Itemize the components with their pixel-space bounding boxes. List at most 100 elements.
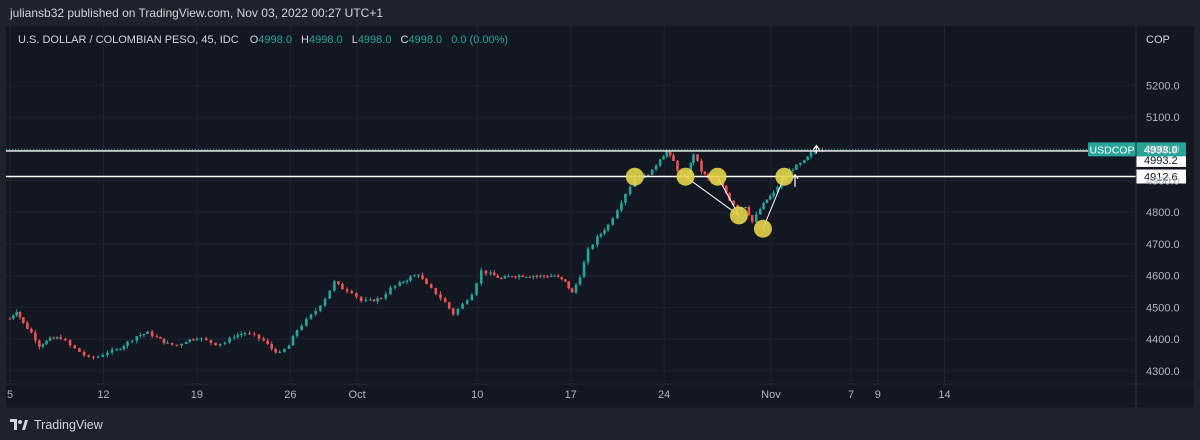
candle [287, 344, 291, 349]
candle [314, 308, 318, 316]
candle [747, 205, 751, 217]
candle [532, 275, 535, 280]
candle [345, 287, 349, 294]
candle [799, 162, 802, 167]
x-tick-label: Nov [761, 389, 781, 401]
candle [106, 350, 109, 358]
candle [535, 274, 539, 279]
candle [159, 336, 162, 339]
candle [283, 348, 286, 353]
price-axis[interactable]: 5200.0 5100.0 5000.0 4900.0 4800.0 4700.0 4600… [1135, 26, 1180, 407]
tradingview-wordmark: TradingView [34, 418, 103, 432]
candle [22, 317, 25, 325]
candle [180, 343, 183, 348]
candle [155, 333, 159, 338]
pattern-drawing [625, 144, 820, 238]
chart-area[interactable]: 4993.2 4912.6 USDCOP 4998.0 5200.0 5100.0 500… [6, 26, 1194, 407]
candle [87, 354, 91, 359]
x-tick-label: 9 [875, 389, 881, 401]
candle [676, 160, 679, 173]
tradingview-logo[interactable]: TradingView [10, 418, 103, 432]
candle [434, 287, 438, 295]
price-chart[interactable]: 4993.2 4912.6 USDCOP 4998.0 5200.0 5100.0 500… [6, 26, 1194, 407]
candle [732, 200, 735, 206]
candle [768, 194, 772, 201]
legend-close-label: C [401, 34, 409, 46]
candle [122, 344, 126, 352]
x-tick-label: 14 [938, 389, 950, 401]
candle [204, 336, 208, 341]
candle [175, 344, 179, 347]
pattern-line [762, 176, 785, 229]
candle [110, 346, 114, 356]
candle [52, 336, 55, 339]
candle [405, 279, 409, 285]
candle [170, 342, 174, 346]
candle [96, 355, 100, 359]
candle [92, 355, 95, 360]
level-label: 4993.2 [1144, 155, 1178, 167]
candle [328, 290, 332, 299]
candle [350, 289, 354, 294]
candle [429, 283, 433, 289]
candle [274, 347, 277, 354]
candle [195, 336, 199, 342]
candle [68, 339, 72, 348]
x-tick-label: 17 [565, 389, 577, 401]
legend-high-label: H [301, 34, 309, 46]
y-tick-label: 4500.0 [1146, 302, 1180, 314]
time-axis[interactable]: 5 12 19 26 Oct 10 17 24 Nov 7 9 14 [6, 383, 1194, 401]
candle [549, 273, 553, 278]
candle [417, 274, 420, 278]
candle [309, 313, 313, 320]
svg-text:U.S. DOLLAR / COLOMBIAN PESO,: U.S. DOLLAR / COLOMBIAN PESO, 45, IDC O4… [18, 34, 508, 46]
candle [582, 260, 586, 278]
legend-low-value: 4998.0 [358, 34, 392, 46]
publisher-text: juliansb32 published on TradingView.com,… [10, 6, 384, 20]
candle [262, 336, 265, 342]
x-tick-label: 12 [97, 389, 109, 401]
candle [451, 307, 455, 316]
candle [82, 350, 86, 358]
y-tick-label: 4600.0 [1146, 271, 1180, 283]
candle [772, 190, 775, 199]
candle [703, 170, 707, 176]
candle [560, 276, 564, 281]
candle [278, 350, 281, 353]
candle [611, 217, 615, 226]
candle [364, 297, 368, 303]
candle [616, 208, 619, 219]
x-tick-label: Oct [349, 389, 366, 401]
candle [591, 243, 595, 250]
candle [503, 274, 507, 279]
candle [556, 273, 560, 278]
candle [126, 340, 129, 349]
candle [337, 280, 340, 286]
pattern-marker [676, 167, 695, 186]
candle [750, 214, 754, 224]
candle [291, 334, 295, 346]
y-tick-label: 4300.0 [1146, 366, 1180, 378]
price-badge-value: 4998.0 [1144, 144, 1178, 156]
candle [806, 156, 809, 161]
candle [628, 184, 632, 196]
candle [443, 296, 447, 303]
candle [119, 348, 122, 351]
x-tick-label: 7 [848, 389, 854, 401]
y-tick-label: 4700.0 [1146, 239, 1180, 251]
candle [248, 330, 251, 336]
candle [162, 338, 166, 345]
candle [546, 274, 549, 279]
grid [6, 26, 1136, 382]
candle [45, 339, 48, 345]
candle [139, 332, 142, 338]
candle [257, 334, 261, 342]
candle [606, 223, 610, 233]
price-badge: USDCOP 4998.0 [1088, 142, 1186, 157]
candle [475, 282, 478, 296]
candle [26, 320, 29, 330]
candle [596, 234, 599, 248]
candle [521, 274, 524, 278]
candle [38, 339, 41, 350]
